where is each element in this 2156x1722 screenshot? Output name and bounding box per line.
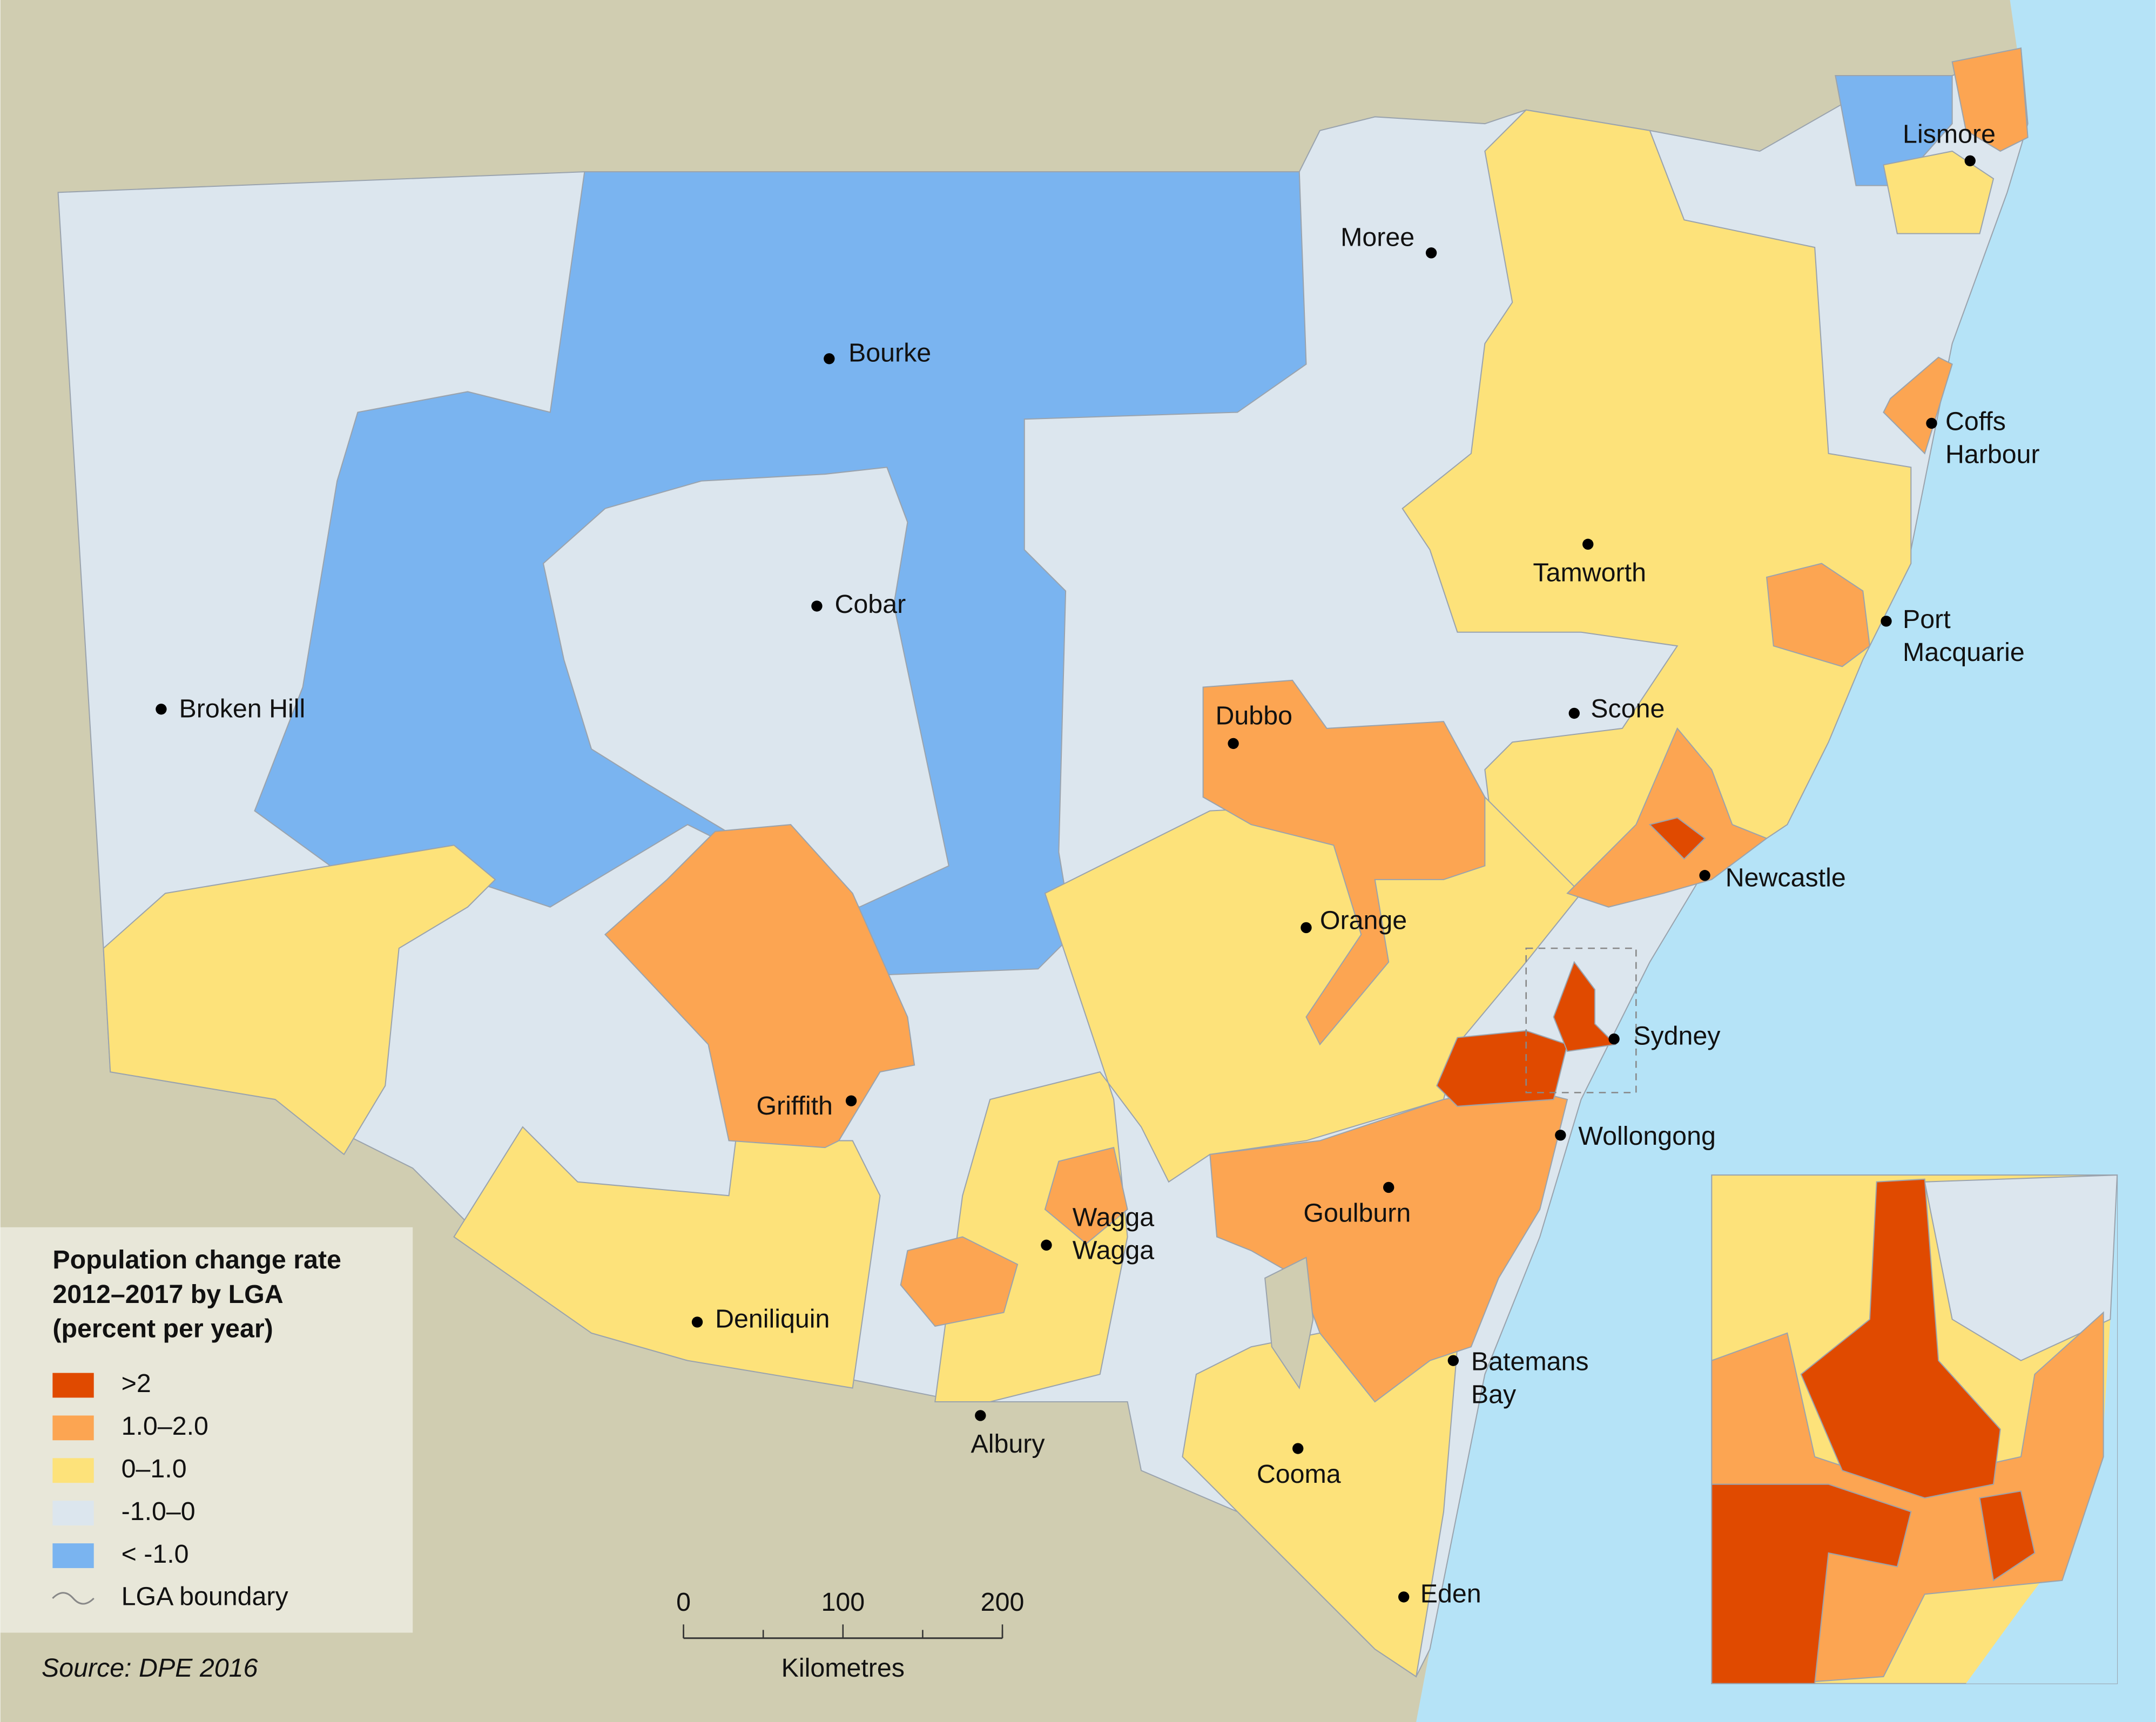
region bbox=[103, 845, 496, 1156]
city-label: Eden bbox=[1420, 1579, 1481, 1609]
inset-region bbox=[1800, 1178, 2001, 1499]
city-label: Harbour bbox=[1945, 440, 2040, 469]
inset-marker bbox=[1525, 947, 1637, 1093]
region bbox=[604, 823, 915, 1149]
city-dot bbox=[975, 1410, 986, 1421]
region bbox=[1766, 563, 1871, 667]
region bbox=[1436, 1030, 1568, 1107]
region bbox=[1566, 727, 1768, 908]
city-label: Wagga bbox=[1073, 1203, 1154, 1232]
city-label: Moree bbox=[1340, 223, 1414, 252]
city-dot bbox=[811, 600, 823, 612]
region bbox=[1044, 1146, 1128, 1245]
lga-regions bbox=[57, 47, 2029, 1678]
city-dot bbox=[1555, 1130, 1566, 1141]
city-label: Scone bbox=[1591, 694, 1665, 724]
legend-label: 0–1.0 bbox=[122, 1454, 187, 1483]
city-dot bbox=[1292, 1443, 1304, 1454]
city-label: Bay bbox=[1471, 1380, 1517, 1409]
scale-unit: Kilometres bbox=[781, 1653, 905, 1683]
city-dot bbox=[1398, 1591, 1410, 1603]
legend-label: >2 bbox=[122, 1369, 151, 1398]
city-dot bbox=[691, 1316, 703, 1328]
act bbox=[1264, 1257, 1314, 1390]
legend-swatch bbox=[52, 1458, 94, 1483]
region bbox=[1951, 47, 2029, 152]
city-label: Bourke bbox=[848, 338, 931, 367]
city-label: Lismore bbox=[1903, 120, 1996, 149]
region bbox=[542, 467, 949, 908]
city-label: Coffs bbox=[1945, 407, 2006, 436]
city-dot bbox=[1881, 616, 1892, 627]
city-dot bbox=[1699, 870, 1710, 881]
legend-swatch bbox=[52, 1415, 94, 1441]
city-label: Griffith bbox=[756, 1091, 833, 1120]
city-dot bbox=[156, 704, 167, 715]
city-dot bbox=[1608, 1033, 1620, 1045]
region bbox=[1883, 150, 1995, 234]
city-label: Wagga bbox=[1073, 1235, 1154, 1265]
region bbox=[1835, 75, 1953, 186]
scale-tick-label: 200 bbox=[981, 1588, 1025, 1617]
legend-swatch bbox=[52, 1543, 94, 1568]
scale-tick-label: 100 bbox=[821, 1588, 865, 1617]
legend-title: (percent per year) bbox=[52, 1314, 273, 1343]
inset-region bbox=[1979, 1490, 2036, 1582]
city-dot bbox=[845, 1095, 857, 1106]
city-dot bbox=[1041, 1239, 1052, 1251]
city-dot bbox=[1964, 155, 1976, 166]
city-dot bbox=[1447, 1355, 1459, 1366]
city-label: Batemans bbox=[1471, 1347, 1589, 1376]
city-dot bbox=[824, 353, 835, 364]
legend-label: LGA boundary bbox=[122, 1582, 289, 1611]
region bbox=[1648, 817, 1706, 860]
inset-ocean bbox=[1966, 1175, 2118, 1684]
city-dot bbox=[1228, 738, 1239, 749]
city-dot bbox=[1926, 417, 1937, 429]
city-label: Deniliquin bbox=[715, 1305, 830, 1334]
legend-title: Population change rate bbox=[52, 1245, 341, 1274]
legend-title: 2012–2017 by LGA bbox=[52, 1280, 283, 1309]
city-label: Sydney bbox=[1633, 1021, 1721, 1050]
city-label: Wollongong bbox=[1578, 1122, 1715, 1151]
city-label: Broken Hill bbox=[179, 694, 306, 724]
region bbox=[900, 1236, 1019, 1327]
city-label: Dubbo bbox=[1216, 701, 1292, 730]
region bbox=[453, 1126, 881, 1389]
legend: Population change rate 2012–2017 by LGA (p… bbox=[52, 1245, 341, 1611]
city-label: Macquarie bbox=[1903, 638, 2025, 667]
city-label: Cooma bbox=[1257, 1460, 1341, 1489]
city-label: Cobar bbox=[835, 590, 906, 619]
city-dot bbox=[1568, 707, 1580, 719]
city-dot bbox=[1301, 922, 1312, 934]
inset-region bbox=[1711, 1483, 1912, 1684]
city-label: Orange bbox=[1320, 906, 1407, 935]
region bbox=[1202, 679, 1486, 1046]
city-dot bbox=[1383, 1181, 1394, 1193]
legend-label: < -1.0 bbox=[122, 1539, 189, 1569]
legend-label: -1.0–0 bbox=[122, 1497, 196, 1526]
city-dot bbox=[1582, 538, 1594, 550]
region bbox=[1883, 356, 1953, 455]
region bbox=[1553, 961, 1617, 1052]
inset bbox=[1711, 1174, 2118, 1684]
source: Source: DPE 2016 bbox=[42, 1653, 258, 1683]
inset-region bbox=[1924, 1174, 2118, 1361]
legend-label: 1.0–2.0 bbox=[122, 1412, 208, 1441]
city-label: Goulburn bbox=[1303, 1199, 1411, 1228]
city-dot bbox=[1425, 247, 1437, 259]
legend-swatch bbox=[52, 1373, 94, 1398]
city-label: Port bbox=[1903, 605, 1951, 634]
legend-swatch bbox=[52, 1501, 94, 1526]
region bbox=[934, 796, 1582, 1403]
scale-bar: 0 100 200 Kilometres bbox=[676, 1588, 1024, 1683]
cities: Moree Bourke Lismore Coffs Harbour Tamworth Co… bbox=[156, 120, 2040, 1609]
city-label: Albury bbox=[971, 1429, 1045, 1458]
city-label: Newcastle bbox=[1726, 863, 1846, 893]
city-label: Tamworth bbox=[1533, 558, 1646, 587]
legend-boundary-symbol bbox=[52, 1592, 95, 1605]
scale-tick-label: 0 bbox=[676, 1588, 691, 1617]
